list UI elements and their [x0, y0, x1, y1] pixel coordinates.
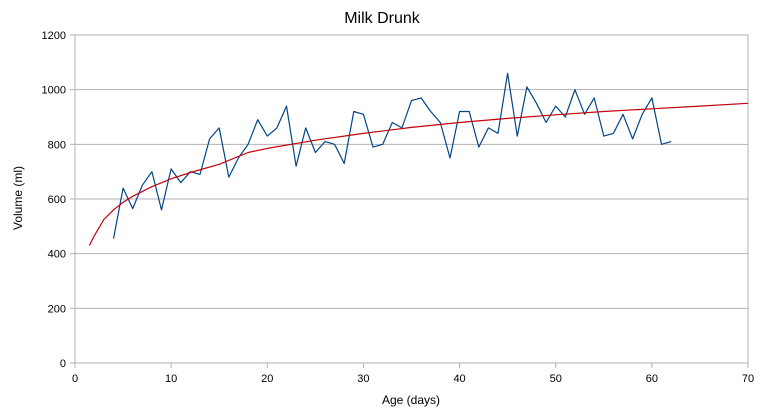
y-axis-label: Volume (ml): [11, 166, 25, 230]
x-tick-label: 60: [646, 373, 658, 385]
y-tick-label: 1200: [42, 30, 66, 42]
x-tick-label: 70: [742, 373, 754, 385]
x-tick-label: 20: [261, 373, 273, 385]
y-tick-label: 200: [48, 303, 66, 315]
y-tick-label: 400: [48, 249, 66, 261]
y-tick-label: 600: [48, 194, 66, 206]
x-tick-label: 40: [453, 373, 465, 385]
axis-layer: 0 200 400 600 800 1000 1200 0 10 20 30 40 50 60 70: [42, 30, 755, 385]
x-axis-label: Age (days): [382, 393, 440, 407]
y-tick-label: 1000: [42, 85, 66, 97]
grid-layer: [74, 34, 749, 364]
chart-title: Milk Drunk: [344, 10, 421, 27]
x-tick-label: 30: [357, 373, 369, 385]
x-tick-label: 50: [550, 373, 562, 385]
x-tick-label: 10: [165, 373, 177, 385]
series-line-1: [112, 72, 672, 239]
series-line-2: [88, 102, 749, 246]
y-tick-label: 800: [48, 139, 66, 151]
y-tick-label: 0: [60, 358, 66, 370]
series-layer: [88, 72, 749, 246]
x-tick-label: 0: [72, 373, 78, 385]
